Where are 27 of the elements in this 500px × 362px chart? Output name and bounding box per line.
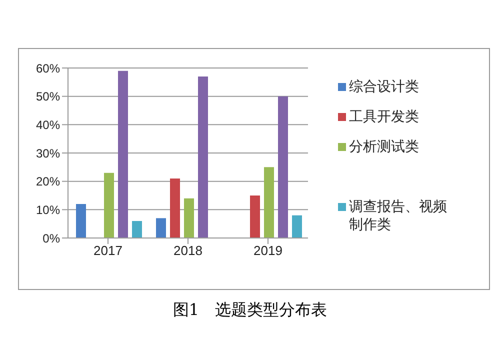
legend-label: 工具开发类	[349, 108, 420, 126]
y-tick-label: 20%	[36, 174, 60, 189]
y-tick-label: 30%	[36, 146, 60, 160]
x-tick-label: 2019	[254, 243, 282, 258]
x-tick-label: 2018	[174, 243, 202, 258]
bar	[278, 96, 288, 238]
bar	[132, 221, 142, 238]
bar	[118, 70, 128, 238]
y-tick-label: 40%	[36, 118, 60, 132]
bar	[292, 215, 302, 238]
y-tick-label: 0%	[42, 231, 60, 246]
y-tick-label: 50%	[36, 90, 60, 104]
bar	[184, 198, 194, 238]
legend-label: 调查报告、视频制作类	[349, 198, 448, 234]
bar	[250, 196, 260, 238]
y-tick-label: 10%	[36, 202, 60, 217]
bar	[198, 76, 208, 238]
legend-label: 分析测试类	[349, 138, 420, 156]
text: 图1 选题类型分布表	[172, 300, 328, 321]
bar	[156, 218, 166, 238]
legend-label: 综合设计类	[349, 78, 420, 96]
bar	[264, 167, 274, 238]
bar	[76, 204, 86, 238]
x-tick-label: 2017	[94, 243, 122, 258]
bar	[104, 172, 114, 238]
bar	[170, 178, 180, 238]
y-tick-label: 60%	[36, 61, 60, 76]
